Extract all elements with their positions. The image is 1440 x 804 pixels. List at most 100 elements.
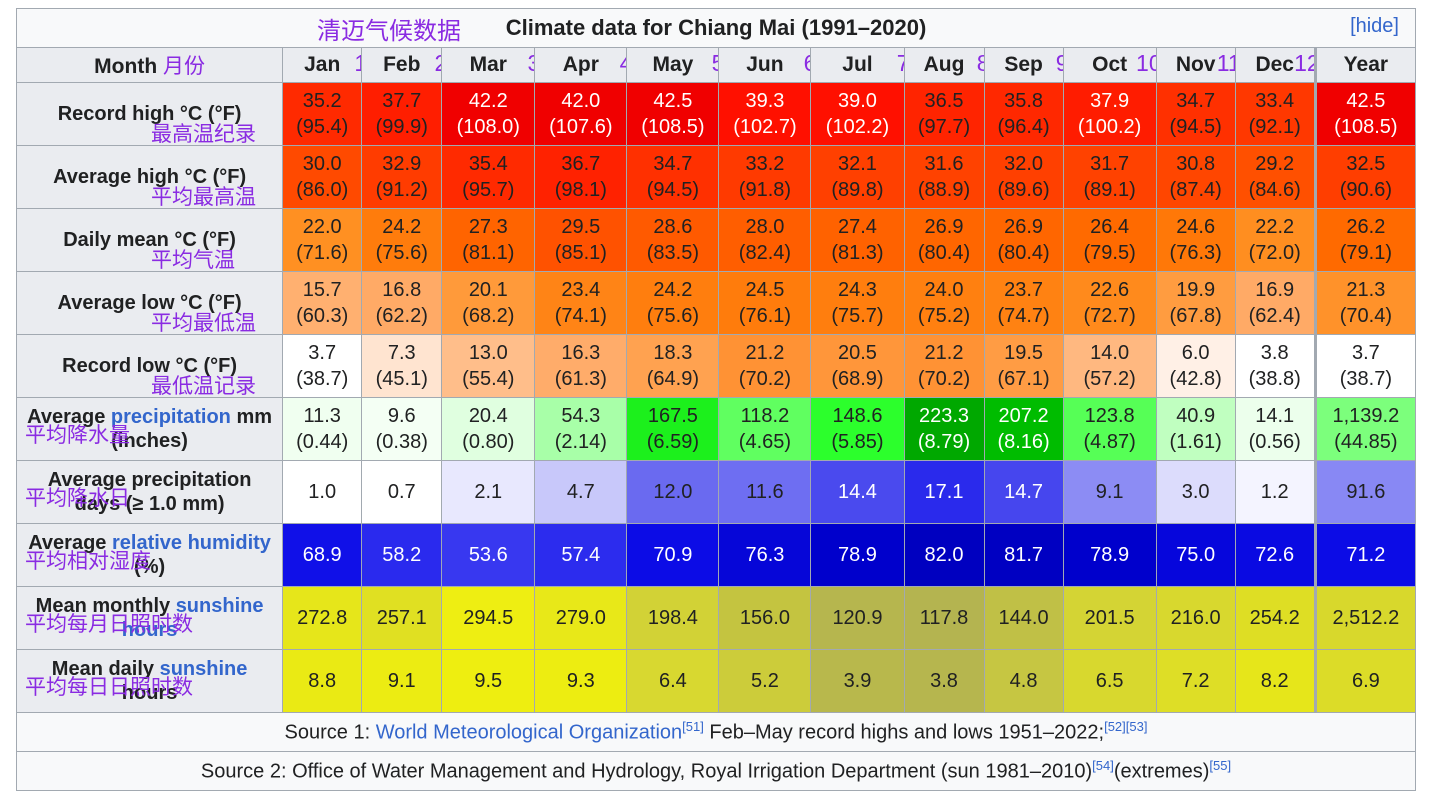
cell-value: 11.3: [303, 405, 341, 427]
cell-converted-value: (86.0): [296, 179, 349, 201]
data-cell: 32.9 (91.2): [361, 145, 443, 209]
data-cell: 14.4: [810, 460, 905, 524]
month-column-label: Sep: [1004, 53, 1043, 76]
cell-converted-value: (80.4): [917, 242, 971, 264]
cell-converted-value: (0.44): [296, 431, 349, 453]
month-number-annotation: 11: [1216, 50, 1234, 76]
cell-value: 21.3: [1346, 279, 1386, 301]
data-cell: 36.7 (98.1): [534, 145, 628, 209]
cell-value: 24.5: [745, 279, 785, 301]
data-cell: 3.8: [903, 649, 985, 713]
data-cell: 28.6 (83.5): [626, 208, 720, 272]
row-header: Average high °C (°F) 平均最高温: [15, 145, 284, 209]
cell-value: 6.9: [1351, 670, 1380, 692]
ref-54-link[interactable]: [54]: [1092, 758, 1114, 774]
ref-51-link[interactable]: [51]: [682, 719, 704, 735]
cell-value: 279.0: [555, 607, 606, 629]
cell-converted-value: (75.6): [646, 305, 699, 327]
ref-55-link[interactable]: [55]: [1209, 758, 1232, 774]
row-label-suffix: hours: [121, 682, 178, 704]
row-header: Daily mean °C (°F) 平均气温: [15, 208, 284, 272]
data-cell: 32.0 (89.6): [983, 145, 1064, 209]
cell-converted-value: (70.2): [738, 368, 792, 390]
month-cn-label: 月份: [163, 55, 205, 78]
month-number-annotation: 12: [1294, 50, 1314, 76]
data-cell: 257.1: [361, 586, 443, 650]
row-cn-annotation: 平均相对湿度: [25, 550, 151, 573]
data-cell: 201.5: [1062, 586, 1157, 650]
data-cell: 35.8 (96.4): [983, 82, 1064, 146]
cell-value: 5.2: [751, 670, 779, 692]
month-column-header: Jan 1: [282, 47, 363, 83]
table-row: Daily mean °C (°F) 平均气温 22.0 (71.6) 24.2 (75.…: [15, 208, 1417, 272]
row-label-link[interactable]: sunshine: [159, 658, 248, 680]
data-cell: 144.0: [983, 586, 1064, 650]
data-cell: 42.5 (108.5): [626, 82, 720, 146]
cell-converted-value: (80.4): [997, 242, 1050, 264]
data-cell: 22.6 (72.7): [1062, 271, 1157, 335]
row-label-text: Record low °C (°F): [62, 355, 238, 377]
cell-value: 8.8: [308, 670, 337, 692]
cell-converted-value: (88.9): [917, 179, 971, 201]
row-label-link[interactable]: sunshine hours: [121, 595, 264, 641]
cell-value: 32.9: [382, 153, 422, 175]
climate-table: 清迈气候数据 Climate data for Chiang Mai (1991…: [15, 8, 1417, 791]
cell-converted-value: (89.8): [831, 179, 884, 201]
cell-converted-value: (71.6): [296, 242, 349, 264]
cn-caption: 清迈气候数据: [317, 18, 461, 45]
hide-link[interactable]: [hide]: [1350, 15, 1399, 37]
month-column-label: May: [652, 53, 694, 76]
month-label: Month: [94, 55, 158, 78]
source-1-text: Feb–May record highs and lows 1951–2022;: [703, 721, 1105, 744]
cell-value: 4.8: [1009, 670, 1038, 692]
data-cell: 18.3 (64.9): [626, 334, 720, 398]
row-label-text: Average high °C (°F): [53, 166, 247, 188]
row-header: Average low °C (°F) 平均最低温: [15, 271, 284, 335]
data-cell: 58.2: [361, 523, 443, 587]
row-label-link[interactable]: precipitation: [110, 406, 231, 428]
ref-52-53-link[interactable]: [52][53]: [1104, 719, 1148, 735]
cell-value: 23.4: [561, 279, 601, 301]
month-number-annotation: 7: [897, 50, 903, 77]
data-cell: 42.2 (108.0): [441, 82, 536, 146]
data-cell: 72.6: [1234, 523, 1316, 587]
source-2-extremes: (extremes): [1113, 760, 1210, 783]
data-cell: 31.6 (88.9): [903, 145, 985, 209]
cell-converted-value: (70.2): [917, 368, 971, 390]
data-cell: 9.3: [534, 649, 628, 713]
row-label-suffix: (%): [134, 556, 166, 578]
month-column-label: Jan: [304, 53, 341, 76]
row-header: Mean daily sunshine hours 平均每日日照时数: [15, 649, 284, 713]
row-label-text: Daily mean °C (°F): [63, 229, 236, 251]
cell-converted-value: (6.59): [646, 431, 699, 453]
data-cell: 42.5 (108.5): [1313, 82, 1417, 146]
wmo-link[interactable]: World Meteorological Organization: [375, 721, 683, 744]
data-cell: 26.2 (79.1): [1313, 208, 1417, 272]
cell-value: 9.3: [566, 670, 595, 692]
data-cell: 13.0 (55.4): [441, 334, 536, 398]
cell-value: 2,512.2: [1332, 607, 1400, 629]
cell-value: 21.2: [924, 342, 964, 364]
data-cell: 7.3 (45.1): [361, 334, 443, 398]
table-caption: Climate data for Chiang Mai (1991–2020): [505, 15, 927, 40]
data-cell: 12.0: [626, 460, 720, 524]
cell-converted-value: (62.4): [1248, 305, 1301, 327]
data-cell: 23.7 (74.7): [983, 271, 1064, 335]
cell-converted-value: (38.7): [296, 368, 349, 390]
row-cn-annotation: 平均每日日照时数: [25, 676, 193, 699]
cell-value: 9.6: [387, 405, 416, 427]
cell-converted-value: (75.2): [917, 305, 971, 327]
data-cell: 120.9: [810, 586, 905, 650]
cell-value: 7.3: [387, 342, 416, 364]
data-cell: 42.0 (107.6): [534, 82, 628, 146]
cell-converted-value: (90.6): [1339, 179, 1392, 201]
month-column-header: Nov11: [1155, 47, 1236, 83]
cell-converted-value: (55.4): [462, 368, 515, 390]
row-label-link[interactable]: relative humidity: [111, 532, 271, 554]
cell-value: 27.4: [838, 216, 877, 238]
row-label: Daily mean °C (°F): [18, 228, 282, 252]
cell-value: 3.8: [1260, 342, 1289, 364]
month-column-header: Apr 4: [534, 47, 628, 83]
cell-value: 29.5: [561, 216, 601, 238]
cell-converted-value: (95.7): [462, 179, 515, 201]
